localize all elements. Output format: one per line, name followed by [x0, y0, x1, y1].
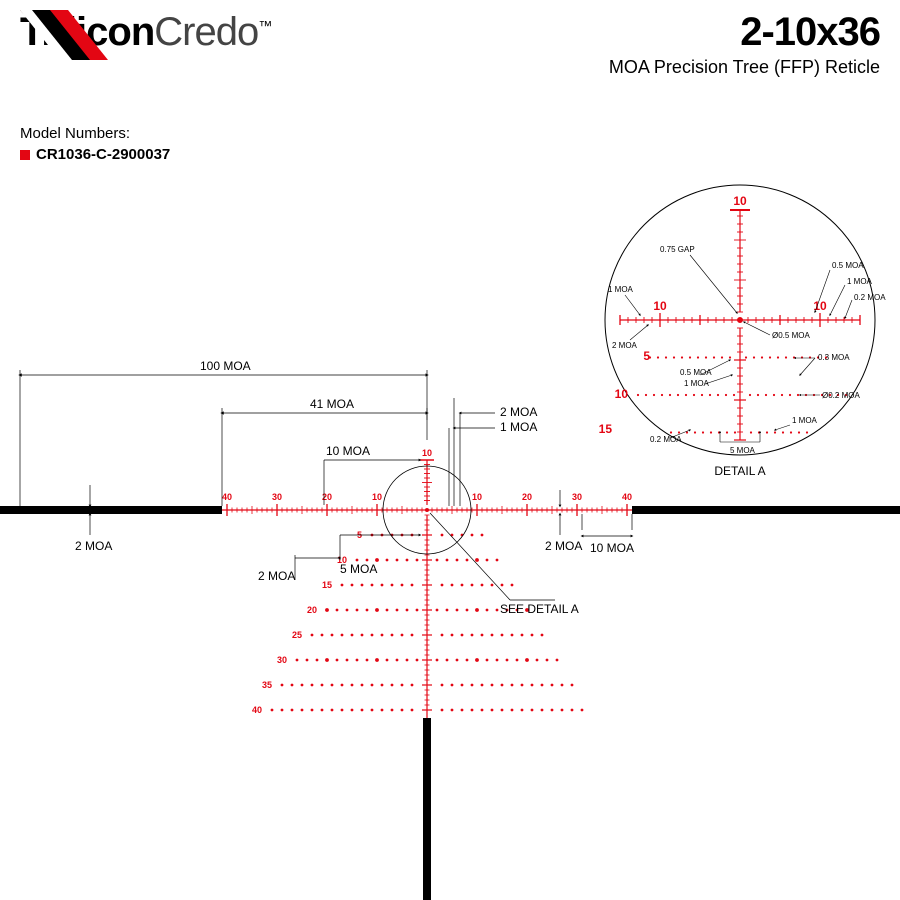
dim-1moa: 1 MOA: [500, 420, 537, 434]
model-row: CR1036-C-2900037: [20, 146, 170, 163]
detail-a: DETAIL A 10 10 10 5 10 15: [599, 185, 887, 478]
model-bullet-icon: [20, 150, 30, 160]
svg-text:1 MOA: 1 MOA: [847, 277, 873, 286]
svg-text:0.2 MOA: 0.2 MOA: [854, 293, 886, 302]
svg-text:0.3 MOA: 0.3 MOA: [818, 353, 850, 362]
svg-text:20: 20: [322, 492, 332, 502]
svg-text:20: 20: [522, 492, 532, 502]
svg-text:0.75 GAP: 0.75 GAP: [660, 245, 695, 254]
main-reticle: 10 4030201010203040 510152025303540: [222, 448, 632, 718]
svg-text:2 MOA: 2 MOA: [612, 341, 638, 350]
svg-text:10: 10: [733, 194, 747, 208]
header: TrijiconCredo™ 2-10x36 MOA Precision Tre…: [20, 10, 880, 78]
svg-text:10: 10: [615, 387, 629, 401]
svg-text:40: 40: [222, 492, 232, 502]
detail-title: DETAIL A: [714, 464, 765, 478]
svg-text:30: 30: [572, 492, 582, 502]
brand-logo-icon: [20, 10, 110, 65]
svg-text:10: 10: [472, 492, 482, 502]
svg-text:10: 10: [372, 492, 382, 502]
svg-text:30: 30: [272, 492, 282, 502]
svg-text:15: 15: [322, 580, 332, 590]
svg-text:0.5 MOA: 0.5 MOA: [832, 261, 864, 270]
brand-light: Credo: [154, 10, 258, 54]
brand-block: TrijiconCredo™: [20, 10, 271, 55]
model-block: Model Numbers: CR1036-C-2900037: [20, 125, 170, 163]
reticle-diagram: 10 40 30 20 10 10 20 30 40 5 10 15 20 25 30 35 40 100 …: [0, 180, 900, 900]
svg-text:Ø0.2 MOA: Ø0.2 MOA: [822, 391, 860, 400]
svg-text:10: 10: [653, 299, 667, 313]
dim-2moa-right: 2 MOA: [545, 539, 582, 553]
svg-text:35: 35: [262, 680, 272, 690]
dim-2moa-bl: 2 MOA: [258, 569, 295, 583]
svg-text:0.2 MOA: 0.2 MOA: [650, 435, 682, 444]
dim-5moa: 5 MOA: [340, 562, 377, 576]
dim-10moa-top: 10 MOA: [326, 444, 370, 458]
dim-10moa-right: 10 MOA: [590, 541, 634, 555]
spec-block: 2-10x36 MOA Precision Tree (FFP) Reticle: [609, 10, 880, 78]
svg-text:5: 5: [643, 349, 650, 363]
spec-size: 2-10x36: [609, 10, 880, 55]
dim-41moa: 41 MOA: [310, 397, 354, 411]
svg-text:15: 15: [599, 422, 613, 436]
svg-text:5 MOA: 5 MOA: [730, 446, 756, 455]
svg-text:20: 20: [307, 605, 317, 615]
model-label: Model Numbers:: [20, 125, 170, 142]
see-detail-label: SEE DETAIL A: [500, 602, 579, 616]
svg-text:10: 10: [422, 448, 432, 458]
svg-text:Ø0.5 MOA: Ø0.5 MOA: [772, 331, 810, 340]
posts: [0, 506, 900, 900]
svg-text:40: 40: [252, 705, 262, 715]
svg-text:1 MOA: 1 MOA: [792, 416, 818, 425]
dimensions: 100 MOA 41 MOA 2 MOA 1 MOA 10 MOA 2 MOA …: [20, 359, 634, 616]
trademark: ™: [258, 18, 271, 34]
spec-sub: MOA Precision Tree (FFP) Reticle: [609, 57, 880, 78]
svg-text:25: 25: [292, 630, 302, 640]
diagram-area: 10 40 30 20 10 10 20 30 40 5 10 15 20 25 30 35 40 100 …: [0, 180, 900, 900]
svg-text:0.5 MOA: 0.5 MOA: [680, 368, 712, 377]
model-number: CR1036-C-2900037: [36, 146, 170, 163]
svg-text:1 MOA: 1 MOA: [608, 285, 634, 294]
dim-100moa: 100 MOA: [200, 359, 251, 373]
dim-2moa-left: 2 MOA: [75, 539, 112, 553]
svg-text:40: 40: [622, 492, 632, 502]
svg-text:30: 30: [277, 655, 287, 665]
dim-2moa-a: 2 MOA: [500, 405, 537, 419]
